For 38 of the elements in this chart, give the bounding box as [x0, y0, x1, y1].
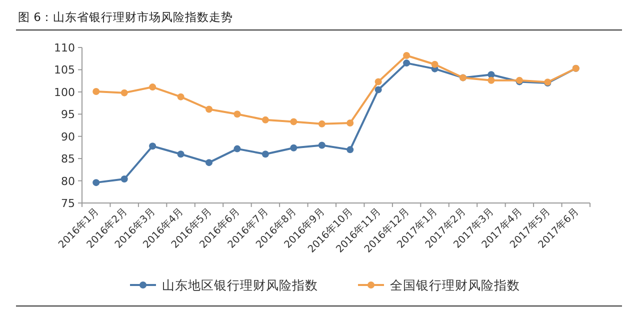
y-tick-label: 80: [61, 174, 75, 188]
point: [403, 52, 410, 59]
point: [346, 120, 354, 127]
point: [177, 150, 184, 158]
point: [262, 150, 269, 158]
point: [206, 159, 212, 166]
point: [488, 76, 495, 84]
y-tick-label: 100: [54, 86, 75, 99]
point: [403, 60, 410, 67]
point: [488, 71, 495, 78]
point: [120, 89, 128, 96]
point: [431, 60, 438, 68]
point: [290, 144, 298, 152]
point: [92, 179, 100, 186]
y-tick-label: 105: [54, 64, 75, 77]
point: [149, 142, 156, 150]
point: [318, 120, 326, 128]
legend-label: 山东地区银行理财风险指数: [162, 278, 318, 292]
point: [262, 116, 269, 124]
point: [374, 78, 382, 86]
point: [290, 118, 298, 126]
point: [234, 110, 241, 118]
point: [234, 145, 241, 152]
y-tick-label: 75: [61, 197, 75, 210]
point: [92, 88, 100, 95]
point: [120, 176, 128, 183]
y-tick-label: 85: [61, 152, 75, 166]
y-tick-label: 110: [54, 42, 75, 54]
point: [374, 86, 382, 94]
point: [346, 146, 354, 154]
point: [149, 84, 156, 91]
point: [318, 142, 326, 149]
point: [206, 106, 212, 113]
y-tick-label: 90: [61, 130, 75, 144]
point: [177, 93, 184, 100]
chart-title: 图 6：山东省银行理财市场风险指数走势: [18, 10, 233, 24]
legend-label: 全国银行理财风险指数: [390, 278, 520, 292]
y-tick-label: 95: [61, 108, 75, 122]
